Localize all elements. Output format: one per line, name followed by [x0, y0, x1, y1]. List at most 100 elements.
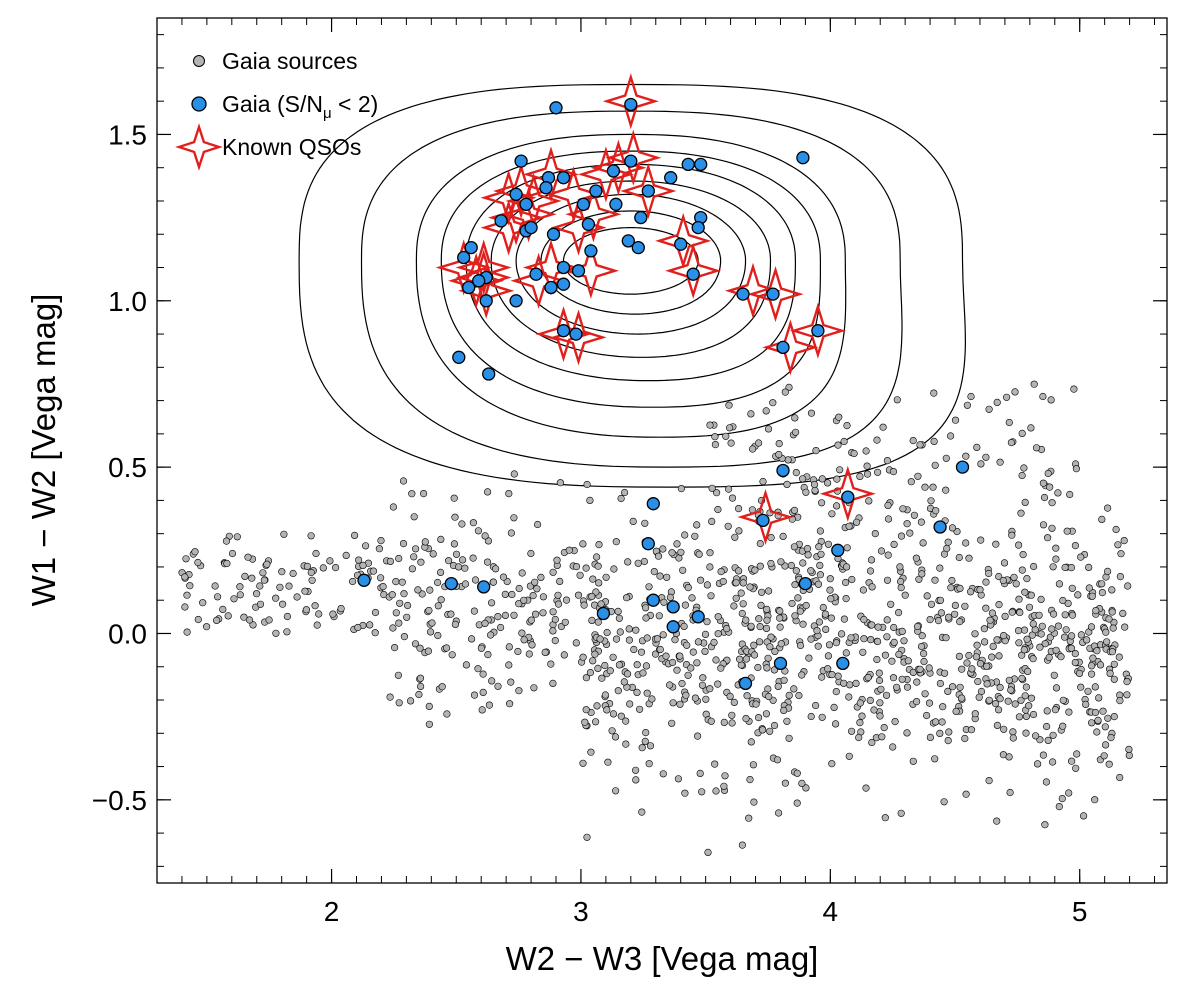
- gaia-point: [1050, 671, 1058, 679]
- gaia-point: [510, 514, 518, 522]
- gaia-point: [738, 841, 747, 849]
- gaia-point: [674, 775, 683, 783]
- gaia-point: [256, 600, 265, 608]
- gaia-point: [1112, 525, 1120, 534]
- gaia-point: [1085, 563, 1093, 572]
- gaia-point: [1059, 722, 1067, 730]
- gaia-point: [671, 636, 679, 644]
- gaia-point: [684, 671, 692, 679]
- gaia-point: [520, 596, 528, 604]
- gaia-point: [890, 623, 898, 632]
- gaia-point: [842, 563, 851, 571]
- gaia-point: [589, 657, 597, 665]
- gaia-point: [796, 641, 805, 650]
- gaia-point: [583, 480, 591, 489]
- gaia-point: [874, 623, 882, 631]
- gaia-point: [867, 635, 875, 644]
- gaia-point: [311, 602, 319, 610]
- x-tick-label: 3: [573, 896, 589, 927]
- gaia-point: [470, 691, 479, 699]
- gaia-point: [967, 392, 975, 401]
- gaia-point: [706, 685, 714, 693]
- gaia-point: [1005, 418, 1013, 427]
- gaia-point: [527, 549, 535, 558]
- gaia-point: [391, 643, 399, 652]
- gaia-point: [972, 653, 981, 661]
- gaia-low-sn-point: [539, 181, 553, 195]
- gaia-point: [313, 621, 321, 629]
- gaia-point: [451, 620, 460, 629]
- gaia-point: [597, 600, 605, 608]
- gaia-point: [985, 776, 993, 785]
- gaia-point: [1023, 574, 1031, 583]
- gaia-low-sn-point: [544, 280, 558, 295]
- gaia-point: [1083, 636, 1091, 644]
- gaia-point: [936, 679, 945, 688]
- gaia-point: [461, 580, 470, 588]
- gaia-point: [643, 634, 651, 642]
- gaia-point: [752, 700, 760, 708]
- gaia-point: [1091, 708, 1100, 717]
- gaia-point: [626, 700, 634, 708]
- gaia-low-sn-point: [691, 220, 705, 235]
- gaia-point: [1049, 610, 1058, 618]
- gaia-low-sn-point: [444, 576, 458, 591]
- gaia-point: [745, 814, 753, 822]
- gaia-point: [679, 566, 687, 574]
- gaia-point: [677, 485, 686, 493]
- gaia-point: [726, 692, 734, 701]
- gaia-point: [1125, 745, 1133, 754]
- gaia-point: [438, 683, 446, 691]
- gaia-point: [471, 576, 480, 584]
- gaia-point: [437, 568, 445, 577]
- gaia-point: [302, 606, 311, 614]
- gaia-point: [910, 511, 919, 519]
- gaia-point: [591, 718, 600, 726]
- gaia-point: [508, 590, 516, 599]
- gaia-point: [303, 562, 312, 571]
- gaia-point: [256, 582, 264, 590]
- gaia-point: [739, 579, 747, 587]
- gaia-point: [1103, 567, 1112, 576]
- gaia-point: [766, 643, 774, 651]
- gaia-point: [527, 616, 536, 624]
- gaia-point: [1079, 812, 1088, 820]
- gaia-point: [840, 615, 849, 623]
- gaia-point: [279, 600, 287, 608]
- gaia-point: [489, 578, 498, 586]
- gaia-point: [601, 691, 610, 699]
- gaia-point: [395, 619, 403, 627]
- gaia-point: [222, 537, 231, 545]
- gaia-point: [1077, 631, 1085, 639]
- gaia-point: [183, 591, 191, 599]
- gaia-point: [881, 814, 889, 822]
- gaia-point: [1012, 580, 1020, 588]
- gaia-point: [582, 674, 591, 682]
- legend-blue-marker: [191, 96, 207, 112]
- gaia-point: [958, 694, 966, 702]
- gaia-point: [819, 603, 827, 612]
- gaia-point: [660, 598, 668, 606]
- gaia-point: [1067, 632, 1076, 640]
- gaia-point: [717, 567, 725, 576]
- gaia-point: [746, 583, 754, 591]
- gaia-point: [977, 460, 985, 468]
- gaia-point: [1091, 683, 1099, 691]
- gaia-point: [1077, 683, 1085, 691]
- gaia-point: [633, 661, 641, 669]
- gaia-point: [734, 505, 743, 513]
- gaia-point: [586, 496, 594, 505]
- gaia-point: [792, 567, 800, 575]
- gaia-point: [735, 655, 744, 663]
- y-tick-label: −0.5: [92, 785, 147, 816]
- gaia-point: [1022, 729, 1030, 737]
- gaia-point: [1105, 615, 1113, 623]
- gaia-point: [921, 690, 929, 698]
- gaia-point: [283, 612, 292, 621]
- gaia-point: [280, 530, 288, 538]
- gaia-point: [956, 683, 964, 691]
- gaia-point: [1018, 429, 1026, 438]
- gaia-point: [1102, 628, 1110, 636]
- gaia-point: [863, 470, 872, 478]
- gaia-point: [488, 677, 496, 685]
